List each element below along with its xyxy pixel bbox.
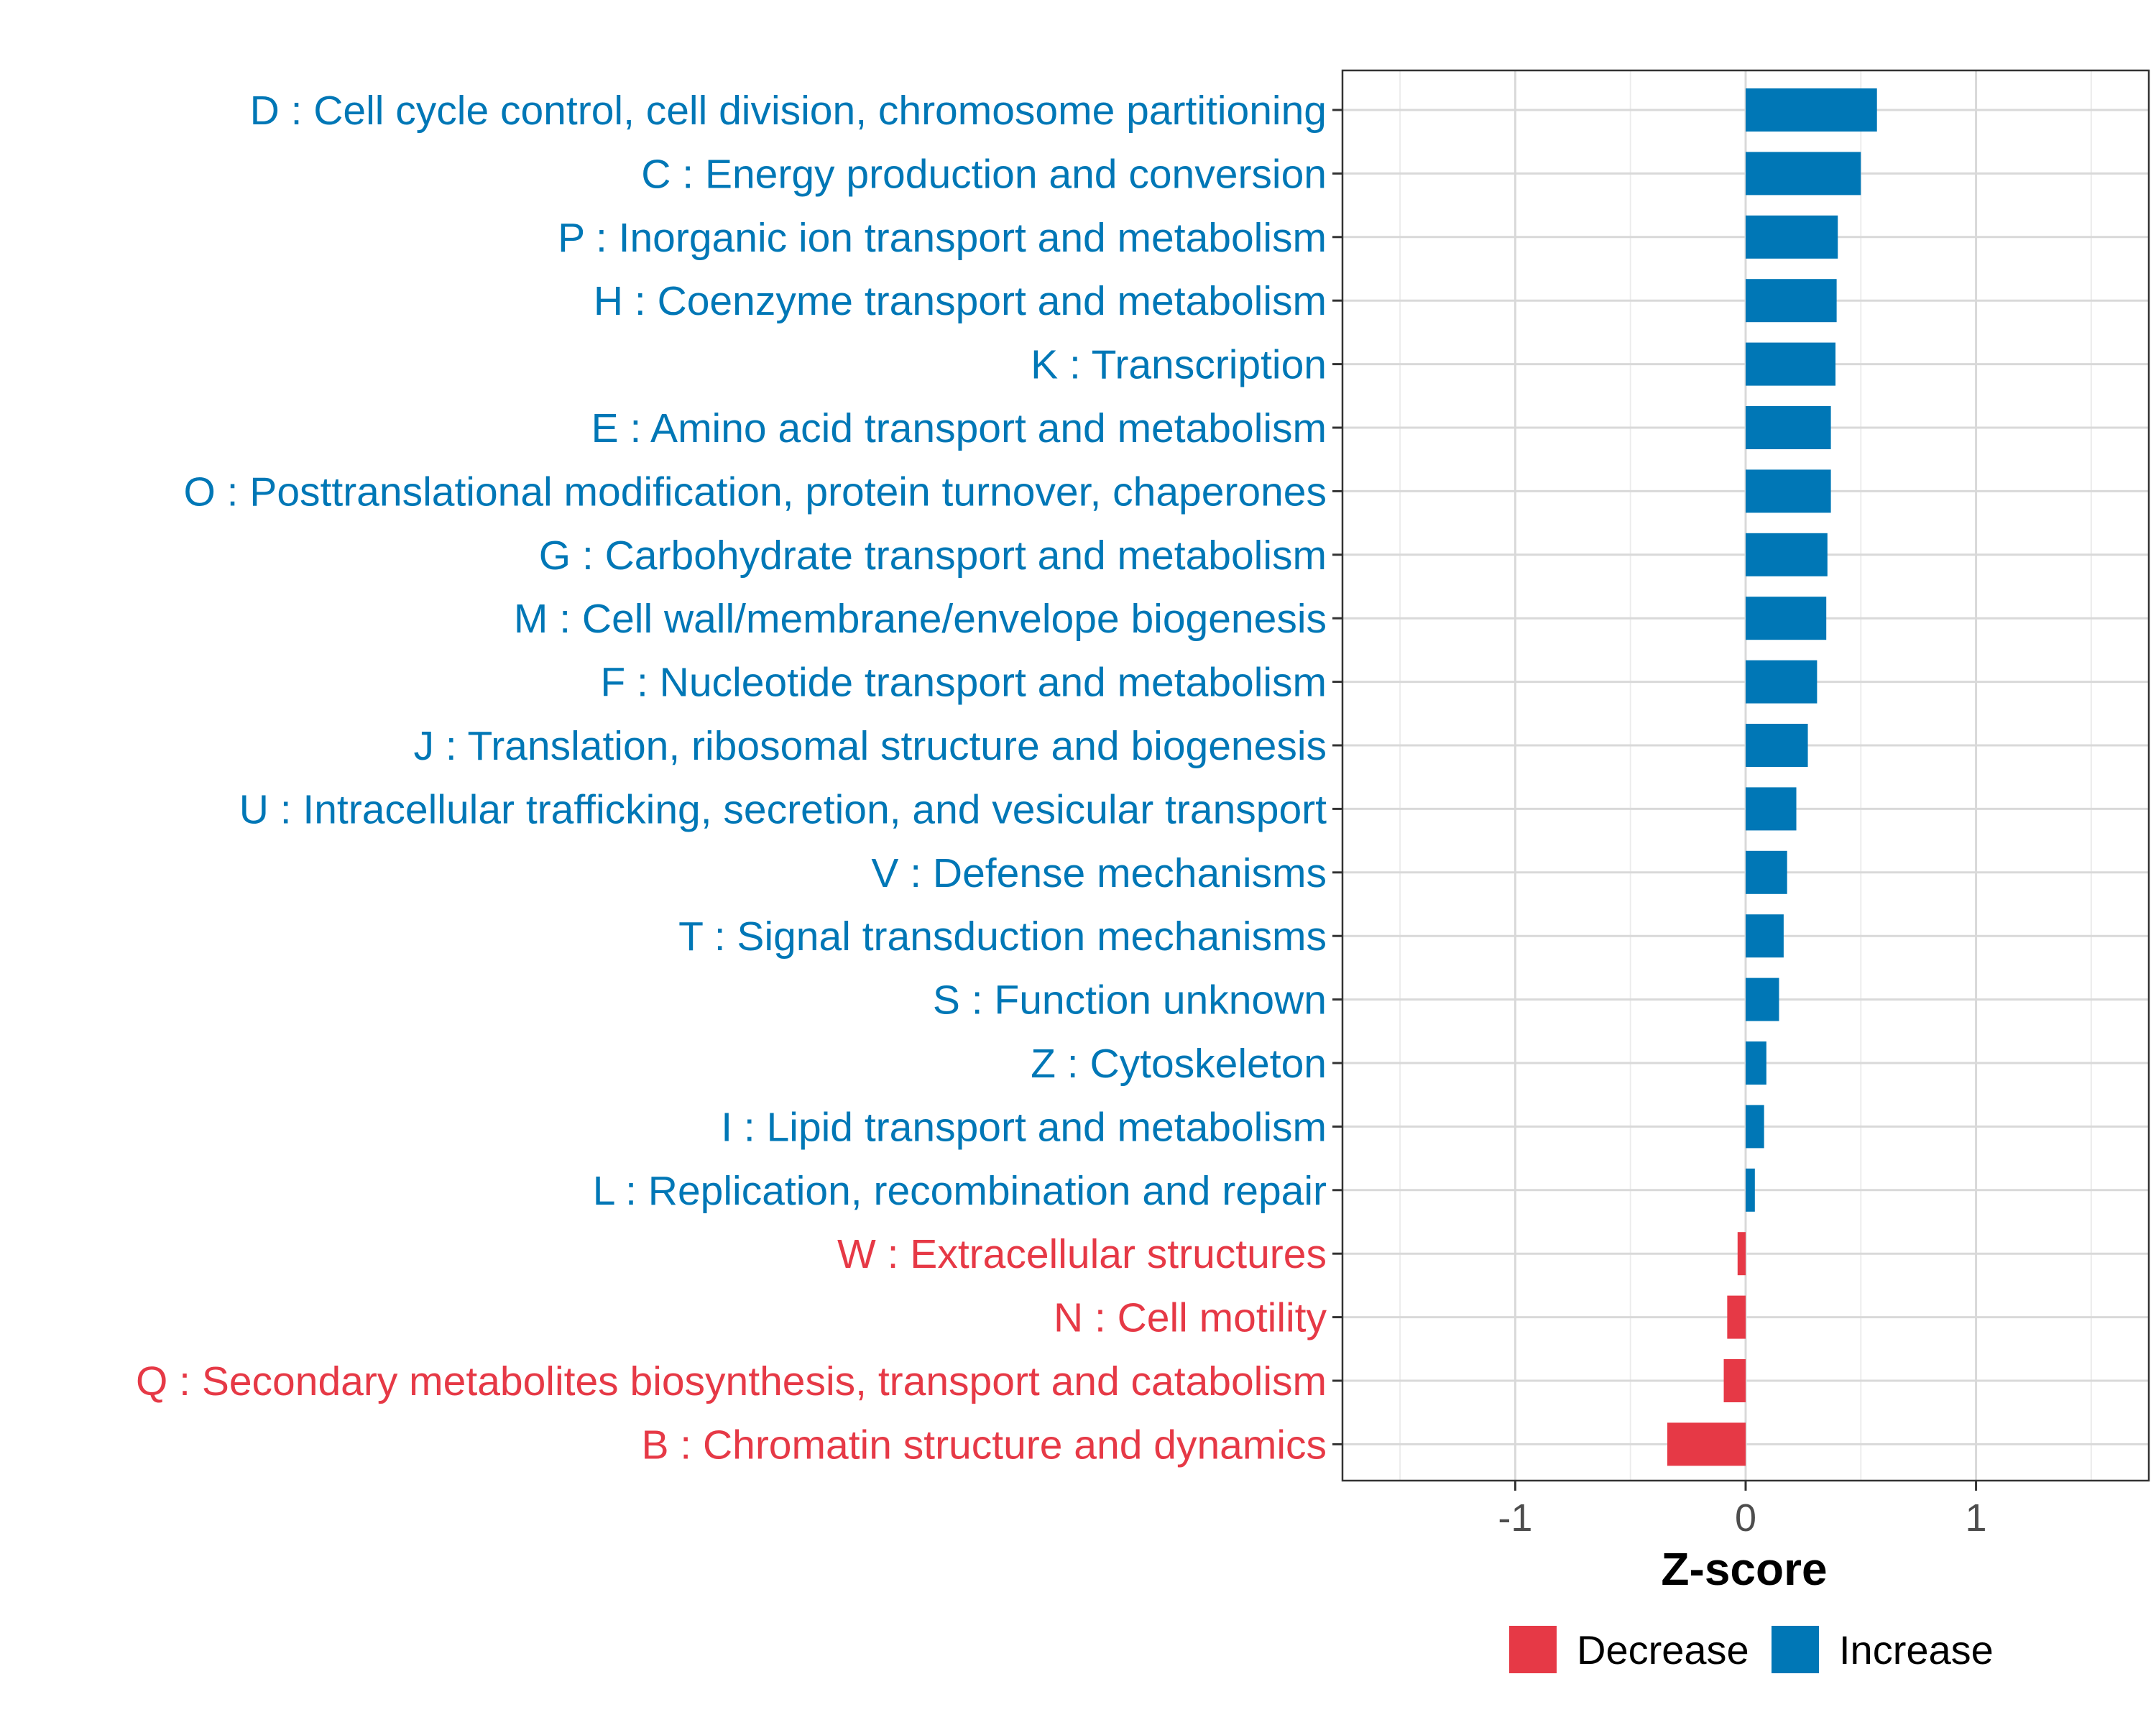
x-tick-label: -1 [1498, 1496, 1532, 1540]
bar [1746, 215, 1838, 259]
category-label: U : Intracellular trafficking, secretion… [239, 786, 1327, 832]
category-label: J : Translation, ribosomal structure and… [414, 723, 1327, 769]
bar [1727, 1295, 1746, 1339]
x-axis-title: Z-score [1661, 1543, 1827, 1595]
bar [1746, 978, 1779, 1021]
bar [1746, 787, 1797, 831]
bar [1746, 1105, 1764, 1149]
category-label: V : Defense mechanisms [871, 850, 1327, 896]
category-label: W : Extracellular structures [837, 1231, 1327, 1277]
category-label: P : Inorganic ion transport and metaboli… [558, 215, 1327, 261]
category-label: T : Signal transduction mechanisms [678, 914, 1327, 960]
bar [1746, 1041, 1766, 1085]
category-label: O : Posttranslational modification, prot… [183, 469, 1327, 515]
bar [1746, 469, 1831, 513]
category-label: G : Carbohydrate transport and metabolis… [539, 533, 1327, 579]
bar [1746, 660, 1818, 704]
category-label: B : Chromatin structure and dynamics [641, 1422, 1327, 1468]
legend-key-decrease [1509, 1626, 1557, 1673]
category-label: N : Cell motility [1054, 1295, 1327, 1341]
bar [1746, 88, 1877, 132]
bar [1746, 279, 1837, 323]
bar [1746, 914, 1784, 958]
category-label: Q : Secondary metabolites biosynthesis, … [136, 1358, 1327, 1404]
category-label: H : Coenzyme transport and metabolism [594, 278, 1327, 324]
category-label: S : Function unknown [933, 978, 1327, 1024]
bar [1667, 1422, 1746, 1466]
category-label: L : Replication, recombination and repai… [593, 1168, 1327, 1214]
bars [1667, 88, 1877, 1466]
x-tick-label: 0 [1735, 1496, 1756, 1540]
category-label: D : Cell cycle control, cell division, c… [250, 88, 1327, 134]
bar [1746, 724, 1808, 767]
legend-label-decrease: Decrease [1577, 1627, 1749, 1673]
bar [1746, 533, 1828, 576]
category-label: I : Lipid transport and metabolism [721, 1104, 1327, 1150]
legend: Decrease Increase [1509, 1626, 1994, 1673]
category-label: F : Nucleotide transport and metabolism [600, 660, 1327, 706]
bar [1746, 152, 1861, 196]
category-label: Z : Cytoskeleton [1031, 1041, 1327, 1087]
bar [1723, 1359, 1746, 1402]
bar [1746, 1168, 1755, 1212]
category-label: M : Cell wall/membrane/envelope biogenes… [514, 596, 1327, 642]
category-label: K : Transcription [1031, 342, 1327, 388]
legend-key-increase [1772, 1626, 1819, 1673]
y-axis-ticks [1332, 109, 1342, 1445]
bar [1746, 850, 1787, 894]
category-label: E : Amino acid transport and metabolism [591, 405, 1327, 451]
legend-label-increase: Increase [1839, 1627, 1994, 1673]
bar [1737, 1232, 1746, 1276]
x-tick-label: 1 [1966, 1496, 1987, 1540]
x-axis-ticks: -1 0 1 [1498, 1481, 1987, 1540]
category-label: C : Energy production and conversion [641, 151, 1327, 197]
bar [1746, 342, 1836, 386]
bar [1746, 597, 1827, 640]
bar [1746, 406, 1831, 449]
y-axis-labels: D : Cell cycle control, cell division, c… [136, 88, 1327, 1468]
